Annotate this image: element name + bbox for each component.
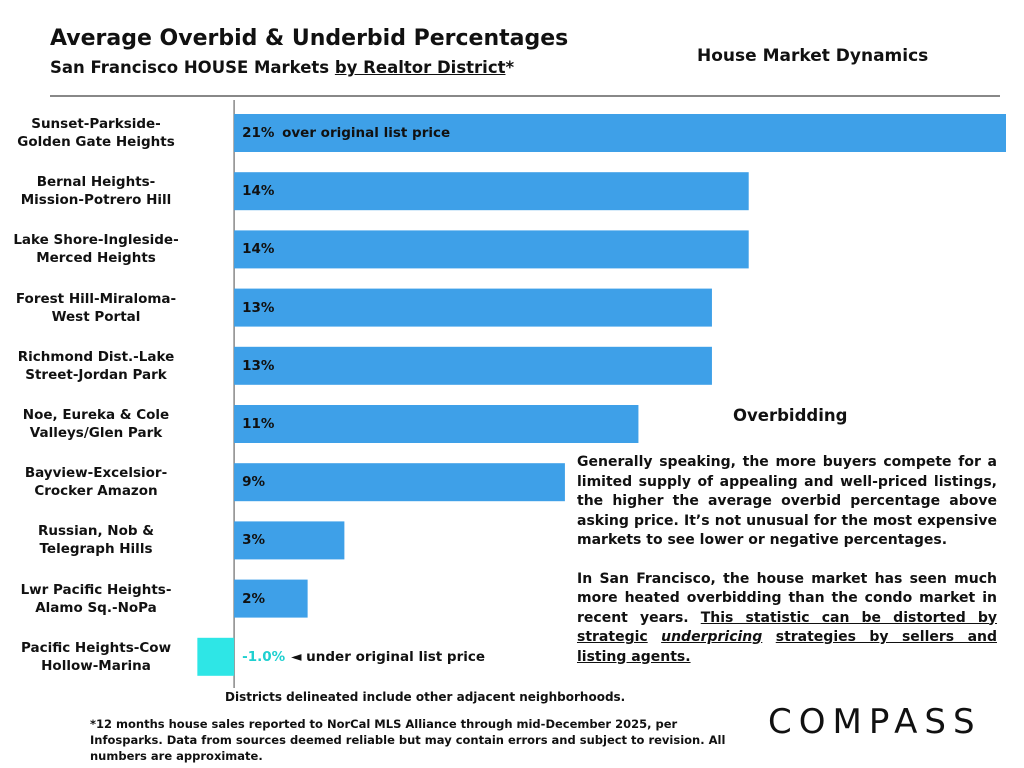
bar <box>234 288 712 327</box>
footnote: *12 months house sales reported to NorCa… <box>90 717 726 763</box>
bar <box>234 114 1007 152</box>
category-label: Bernal Heights- Mission-Potrero Hill <box>20 174 172 209</box>
value-label: 13% <box>242 357 275 374</box>
subtitle-part: * <box>505 58 515 77</box>
bar <box>234 463 565 502</box>
paragraph: In San Francisco, the house market has s… <box>577 570 997 668</box>
text: underpricing <box>661 629 763 645</box>
value-label: 14% <box>242 183 275 200</box>
value-label: 14% <box>242 241 275 258</box>
bar <box>234 521 345 560</box>
category-label: Bayview-Excelsior- Crocker Amazon <box>24 465 168 500</box>
category-label: Sunset-Parkside- Golden Gate Heights <box>17 116 175 150</box>
bar <box>234 405 639 443</box>
category-label: Russian, Nob & Telegraph Hills <box>38 523 154 558</box>
category-label: Pacific Heights-Cow Hollow-Marina <box>20 639 172 674</box>
annotation: over original list price <box>282 125 451 141</box>
bar <box>234 346 712 385</box>
text: This statistic can be distorted by strat… <box>577 609 998 646</box>
subtitle-part: by Realtor District <box>334 58 506 77</box>
subtitle-part: San Francisco HOUSE Markets <box>50 58 330 77</box>
annotation: ◄ under original list price <box>291 648 486 665</box>
value-label: -1.0% <box>242 648 286 665</box>
title: Average Overbid & Underbid Percentages <box>50 26 569 51</box>
text: strategies by sellers and listing agents… <box>577 629 997 665</box>
paragraph: Generally speaking, the more buyers comp… <box>577 454 997 548</box>
text-panel: Generally speaking, the more buyers comp… <box>577 453 997 667</box>
panel-heading: Overbidding <box>733 406 848 425</box>
bar <box>234 230 749 269</box>
subtitle: San Francisco HOUSE Markets by Realtor D… <box>50 58 514 77</box>
divider <box>50 95 1000 97</box>
bar <box>234 172 749 211</box>
value-label: 21% <box>242 125 275 141</box>
bar <box>234 579 308 618</box>
category-label: Lwr Pacific Heights- Alamo Sq.-NoPa <box>20 581 172 616</box>
value-label: 13% <box>242 299 275 316</box>
text: In San Francisco, the house market has s… <box>577 570 997 626</box>
category-label: Forest Hill-Miraloma- West Portal <box>15 290 177 325</box>
category-label: Lake Shore-Ingleside- Merced Heights <box>13 232 179 267</box>
category-label: Noe, Eureka & Cole Valleys/Glen Park <box>22 407 170 441</box>
value-label: 9% <box>242 474 266 491</box>
note: Districts delineated include other adjac… <box>225 690 626 704</box>
section-title: House Market Dynamics <box>697 46 929 66</box>
bar <box>197 637 235 676</box>
value-label: 3% <box>242 532 266 549</box>
logo: COMPASS <box>768 702 982 742</box>
category-label: Richmond Dist.-Lake Street-Jordan Park <box>17 348 175 383</box>
value-label: 2% <box>242 590 266 607</box>
value-label: 11% <box>242 416 275 432</box>
